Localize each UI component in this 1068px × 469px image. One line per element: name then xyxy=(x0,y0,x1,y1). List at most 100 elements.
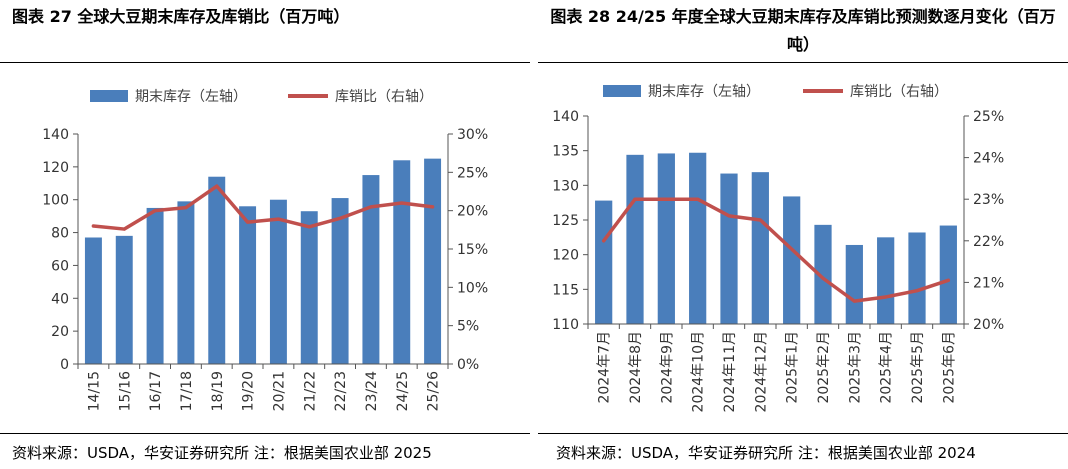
right-x-tick-label: 2025年3月 xyxy=(847,331,863,404)
left-x-tick-label: 21/22 xyxy=(302,371,318,411)
left-ratio-point-15/16 xyxy=(122,227,126,231)
right-x-tick-label: 2024年10月 xyxy=(691,331,707,412)
right-ratio-point-2024年7月 xyxy=(602,239,606,243)
left-right-tick-label: 5% xyxy=(457,319,479,335)
left-legend-bar-swatch xyxy=(90,90,128,102)
right-legend-bar-label: 期末库存（左轴） xyxy=(648,84,760,100)
right-ratio-point-2025年2月 xyxy=(821,276,825,280)
left-bar-18/19 xyxy=(208,176,226,364)
left-left-tick-label: 40 xyxy=(51,291,69,307)
left-x-tick-label: 22/23 xyxy=(333,371,349,411)
right-ratio-line xyxy=(601,197,951,303)
right-left-tick-label: 125 xyxy=(552,213,579,229)
left-x-tick-label: 18/19 xyxy=(210,371,226,411)
right-right-tick-label: 25% xyxy=(973,109,1004,125)
right-bar-2024年12月 xyxy=(751,172,769,324)
left-ratio-point-20/21 xyxy=(276,217,280,221)
left-bar-14/15 xyxy=(84,237,102,364)
left-chart-panel: 图表 27 全球大豆期末库存及库销比（百万吨） 期末库存（左轴） 库销比（右轴） 0… xyxy=(0,0,530,469)
right-left-tick-label: 130 xyxy=(552,178,579,194)
right-bar-2025年2月 xyxy=(814,224,832,324)
right-x-tick-label: 2024年7月 xyxy=(597,331,613,404)
right-right-tick-label: 23% xyxy=(973,192,1004,208)
left-title-rule xyxy=(0,62,530,63)
left-x-tick-label: 19/20 xyxy=(241,371,257,411)
right-bar-2024年9月 xyxy=(657,153,675,324)
left-ratio-point-16/17 xyxy=(153,209,157,213)
left-bar-19/20 xyxy=(239,206,257,364)
right-ratio-point-2024年9月 xyxy=(664,197,668,201)
left-ratio-point-22/23 xyxy=(338,216,342,220)
right-source-note: 资料来源：USDA，华安证券研究所 注：根据美国农业部 2024 xyxy=(556,444,976,462)
right-bar-2025年6月 xyxy=(939,225,957,324)
left-x-tick-label: 24/25 xyxy=(395,371,411,411)
left-ratio-point-18/19 xyxy=(215,184,219,188)
left-ratio-point-17/18 xyxy=(184,206,188,210)
left-left-tick-label: 140 xyxy=(42,127,69,143)
left-right-tick-label: 25% xyxy=(457,165,488,181)
right-bar-2025年5月 xyxy=(908,232,926,324)
right-bar-2024年10月 xyxy=(689,152,707,324)
right-left-tick-label: 135 xyxy=(552,144,579,160)
right-ratio-point-2025年4月 xyxy=(884,295,888,299)
right-x-tick-label: 2024年9月 xyxy=(659,331,675,404)
left-left-tick-label: 20 xyxy=(51,324,69,340)
right-bar-2025年3月 xyxy=(845,244,863,324)
right-ratio-point-2025年6月 xyxy=(946,278,950,282)
left-x-tick-label: 20/21 xyxy=(271,371,287,411)
left-ratio-point-14/15 xyxy=(91,224,95,228)
right-x-tick-label: 2024年8月 xyxy=(628,331,644,404)
right-x-tick-label: 2025年4月 xyxy=(879,331,895,404)
left-bar-23/24 xyxy=(362,175,380,364)
left-ratio-line xyxy=(91,184,435,231)
left-left-tick-label: 100 xyxy=(42,193,69,209)
left-x-tick-label: 17/18 xyxy=(179,371,195,411)
left-right-tick-label: 0% xyxy=(457,357,479,373)
right-chart-panel: 图表 28 24/25 年度全球大豆期末库存及库销比预测数逐月变化（百万吨） 期… xyxy=(538,0,1068,469)
left-right-tick-label: 30% xyxy=(457,127,488,143)
left-bar-22/23 xyxy=(331,198,349,364)
right-ratio-point-2025年5月 xyxy=(915,289,919,293)
left-ratio-point-21/22 xyxy=(307,225,311,229)
left-bar-24/25 xyxy=(393,160,411,364)
left-right-tick-label: 15% xyxy=(457,242,488,258)
left-x-tick-label: 14/15 xyxy=(86,371,102,411)
right-left-tick-label: 110 xyxy=(552,317,579,333)
left-ratio-point-25/26 xyxy=(431,205,435,209)
left-ratio-point-19/20 xyxy=(246,220,250,224)
right-left-tick-label: 115 xyxy=(552,282,579,298)
left-ratio-point-23/24 xyxy=(369,205,373,209)
right-legend-bar-swatch xyxy=(603,85,641,97)
right-bar-2024年11月 xyxy=(720,173,738,324)
left-ratio-point-24/25 xyxy=(400,201,404,205)
left-x-tick-label: 23/24 xyxy=(364,371,380,411)
right-bar-2025年4月 xyxy=(877,237,895,324)
left-bar-25/26 xyxy=(424,158,442,364)
right-chart-svg: 期末库存（左轴） 库销比（右轴） 110 115 120 125 130 135 140 20% 2… xyxy=(552,84,1004,412)
left-x-tick-label: 15/16 xyxy=(117,371,133,411)
left-left-tick-label: 120 xyxy=(42,160,69,176)
right-right-tick-label: 22% xyxy=(973,234,1004,250)
left-chart-title: 图表 27 全球大豆期末库存及库销比（百万吨） xyxy=(12,7,350,26)
left-x-tick-label: 25/26 xyxy=(426,371,442,411)
right-bar-2025年1月 xyxy=(783,196,801,324)
right-ratio-point-2025年1月 xyxy=(790,247,794,251)
right-chart-title: 图表 28 24/25 年度全球大豆期末库存及库销比预测数逐月变化（百万吨） xyxy=(550,7,1056,54)
right-ratio-point-2024年12月 xyxy=(758,218,762,222)
left-legend-line-label: 库销比（右轴） xyxy=(335,89,433,105)
left-left-tick-label: 60 xyxy=(51,258,69,274)
right-left-tick-label: 120 xyxy=(552,248,579,264)
left-left-tick-label: 80 xyxy=(51,226,69,242)
left-legend-bar-label: 期末库存（左轴） xyxy=(135,89,247,105)
left-bar-20/21 xyxy=(269,199,287,364)
right-x-tick-label: 2025年2月 xyxy=(816,331,832,404)
left-source-note: 资料来源：USDA，华安证券研究所 注：根据美国农业部 2025 xyxy=(12,444,432,462)
right-ratio-point-2024年10月 xyxy=(696,197,700,201)
left-chart-svg: 期末库存（左轴） 库销比（右轴） 0 20 40 60 80 100 120 140 0% 5% 10%… xyxy=(42,89,488,411)
left-bar-17/18 xyxy=(177,201,195,364)
right-title-rule xyxy=(538,62,1068,63)
left-source-rule xyxy=(0,433,530,434)
right-bar-2024年7月 xyxy=(595,200,613,324)
right-x-tick-label: 2025年5月 xyxy=(910,331,926,404)
right-left-tick-label: 140 xyxy=(552,109,579,125)
